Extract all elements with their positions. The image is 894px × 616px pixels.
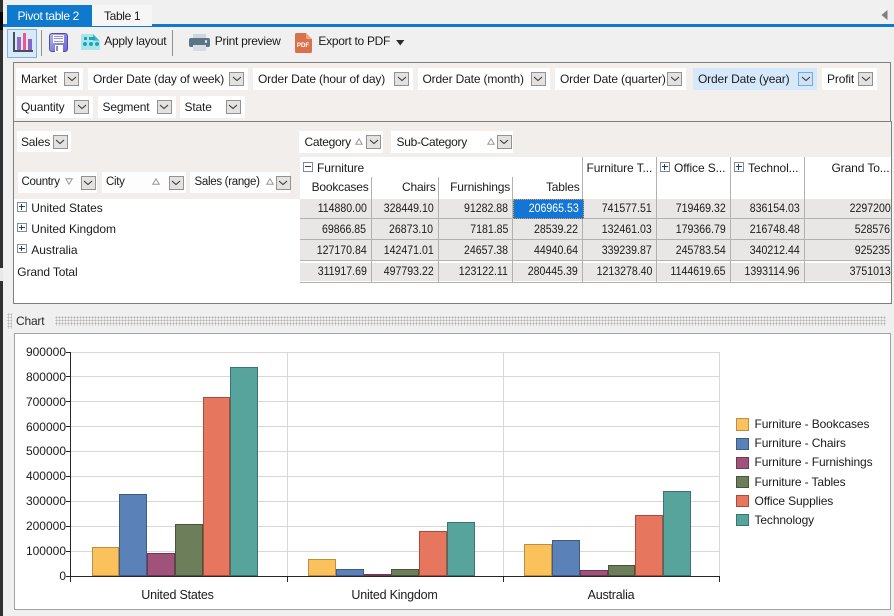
svg-text:PDF: PDF (296, 41, 309, 48)
